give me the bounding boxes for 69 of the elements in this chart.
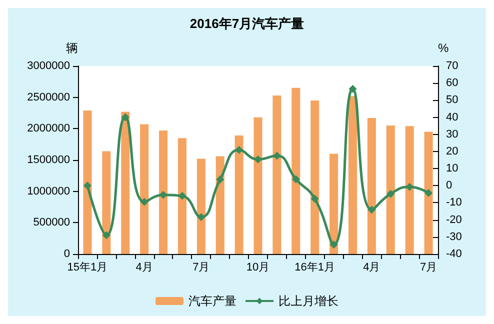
bar: [140, 124, 149, 254]
y2-tick-label: 0: [446, 180, 452, 192]
bar: [159, 130, 168, 254]
point: [254, 155, 262, 164]
y-tick-label: 0: [64, 248, 70, 260]
point: [368, 206, 376, 214]
y2-tick-label: -10: [446, 196, 462, 209]
y-tick-label: 500000: [33, 216, 70, 229]
bar: [234, 136, 244, 254]
y2-tick-label: 50: [446, 94, 458, 106]
x-tick-label: 4月: [136, 262, 153, 274]
y2-tick-label: 20: [446, 145, 458, 158]
point: [235, 146, 244, 154]
bar: [272, 95, 282, 254]
bar: [330, 154, 338, 254]
bar: [216, 156, 224, 254]
x-tick-label: 4月: [363, 262, 380, 274]
point: [102, 231, 110, 240]
point: [330, 240, 338, 249]
point: [83, 182, 92, 190]
bar: [367, 118, 376, 254]
y2-tick-label: -20: [446, 214, 462, 226]
x-tick-label: 10月: [246, 262, 270, 274]
y-tick-label: 2000000: [27, 122, 70, 135]
point: [424, 188, 433, 197]
legend-label: 汽车产量: [188, 294, 236, 308]
y2-tick-label: 30: [446, 128, 458, 140]
y2-tick-label: 40: [446, 111, 458, 124]
point: [197, 213, 206, 222]
bar: [310, 100, 320, 254]
y-axis-title: 辆: [66, 41, 78, 55]
point: [216, 175, 224, 184]
chart-title: 2016年7月汽车产量: [190, 16, 304, 31]
point: [121, 113, 130, 122]
point: [159, 190, 168, 199]
bar: [254, 117, 262, 254]
bar: [424, 132, 433, 254]
x-tick-label: 15年1月: [67, 262, 108, 274]
point: [272, 152, 281, 160]
y2-tick-label: 10: [446, 162, 458, 175]
y2-tick-label: -40: [446, 248, 462, 260]
bar: [405, 126, 414, 254]
bar: [83, 110, 92, 254]
y2-tick-label: 70: [446, 60, 458, 72]
y-tick-label: 1000000: [27, 185, 70, 198]
y-tick-label: 3000000: [27, 60, 70, 72]
point: [292, 175, 300, 184]
y-tick-label: 1500000: [27, 154, 70, 166]
point: [406, 182, 414, 191]
bar: [196, 158, 206, 254]
y-tick-label: 2500000: [27, 91, 70, 104]
bar: [348, 96, 357, 254]
bar: [292, 88, 300, 254]
bar: [102, 151, 111, 254]
x-tick-label: 7月: [420, 262, 438, 274]
x-tick-label: 16年1月: [294, 262, 336, 274]
point: [310, 194, 319, 203]
point: [348, 84, 357, 93]
y2-axis-title: %: [438, 41, 449, 55]
bar: [386, 126, 395, 254]
bar: [121, 112, 130, 254]
y2-tick-label: -30: [446, 230, 462, 243]
legend-label: 比上月增长: [278, 294, 338, 308]
bar: [178, 138, 186, 254]
point: [140, 198, 148, 206]
point: [386, 190, 395, 198]
x-tick-label: 7月: [192, 262, 210, 274]
y2-tick-label: 60: [446, 77, 458, 90]
point: [178, 192, 186, 200]
